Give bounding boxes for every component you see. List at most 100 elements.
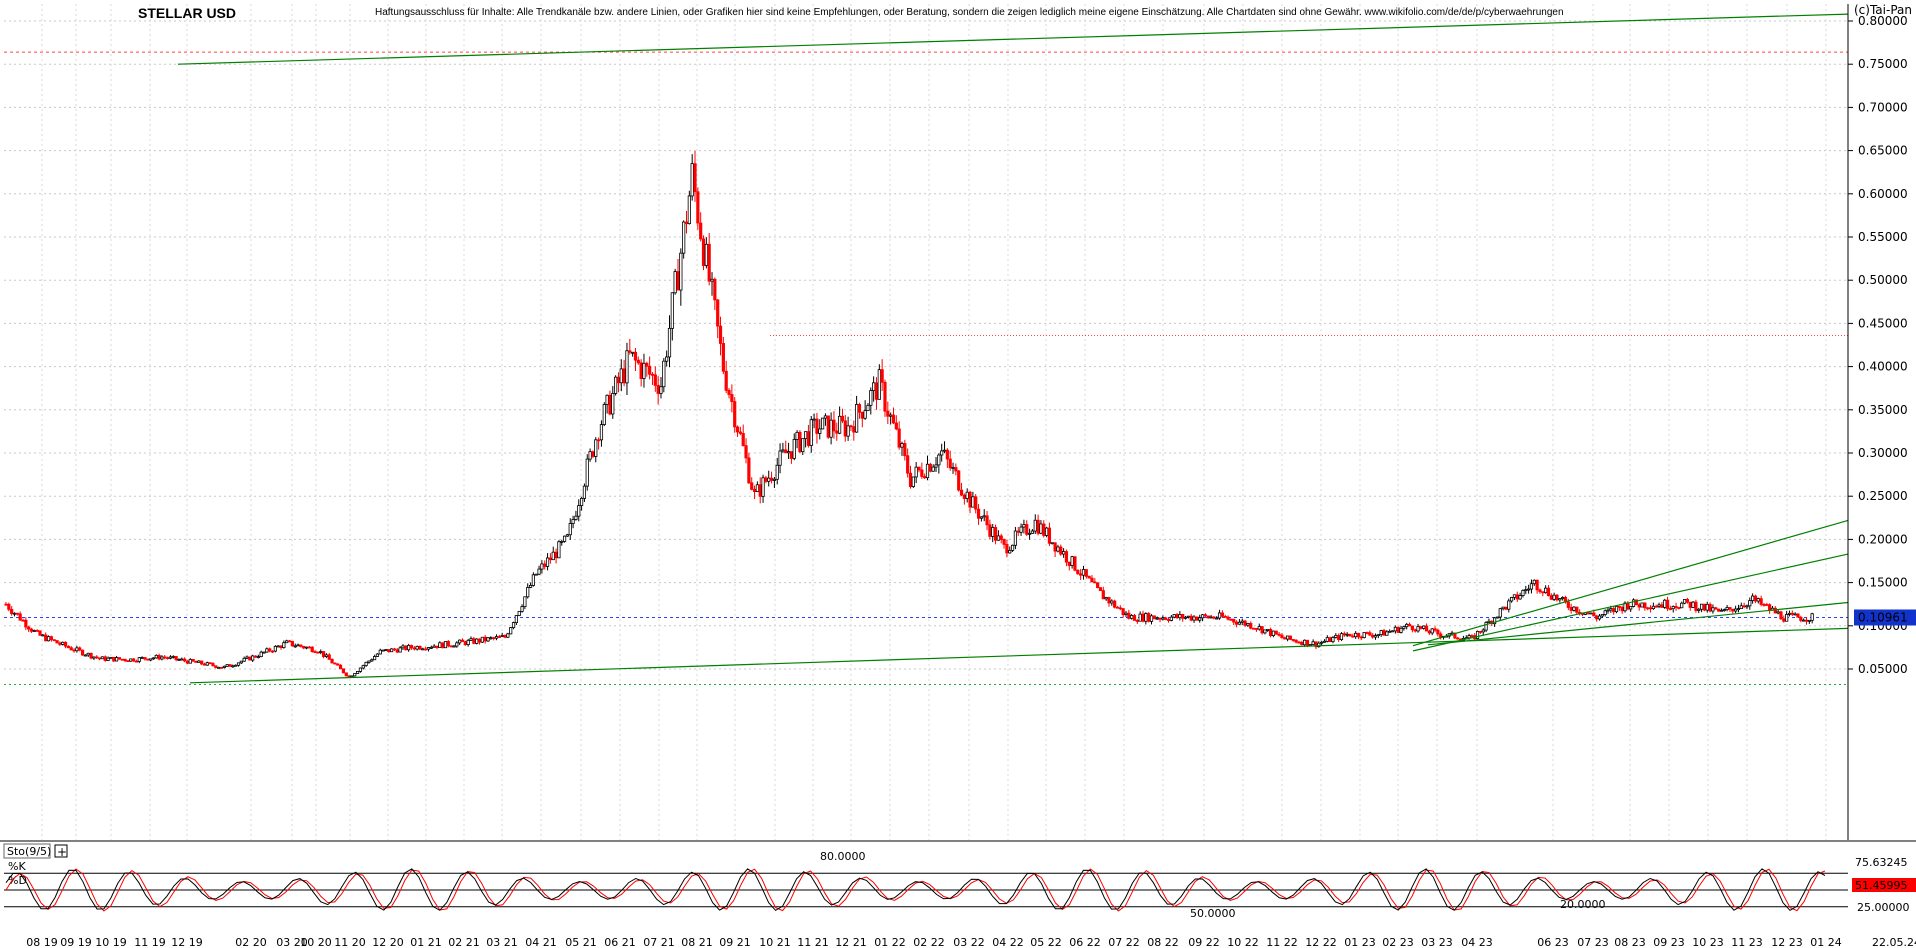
candle-body <box>996 535 1000 541</box>
candle-body <box>97 657 102 660</box>
y-tick-label: 0.35000 <box>1858 403 1908 417</box>
stoch-k-line <box>5 868 1826 912</box>
candle-body <box>1470 635 1474 637</box>
candle-body <box>1589 612 1593 615</box>
level-80-label: 80.0000 <box>820 850 866 863</box>
candle-body <box>880 369 884 383</box>
candle-body <box>775 464 779 480</box>
candle-body <box>1629 606 1633 610</box>
candle-body <box>92 656 96 659</box>
candle-body <box>1067 561 1071 566</box>
candle-body <box>1314 641 1318 648</box>
x-tick-label: 12 19 <box>171 936 203 948</box>
candle-body <box>392 648 397 651</box>
indicator-box[interactable] <box>3 843 51 859</box>
candle-body <box>772 478 776 481</box>
y-tick-label: 0.40000 <box>1858 360 1908 374</box>
candle-body <box>1198 617 1202 621</box>
candle-body <box>1059 546 1063 555</box>
candle-body <box>1736 608 1741 610</box>
candle-body <box>1527 588 1531 591</box>
candle-body <box>1166 619 1171 621</box>
candle-body <box>548 557 553 561</box>
candle-body <box>1728 607 1732 610</box>
candle-body <box>1504 606 1508 610</box>
candle-body <box>1203 614 1207 617</box>
disclaimer-text: Haftungsausschluss für Inhalte: Alle Tre… <box>375 7 1564 18</box>
candle-body <box>78 647 82 651</box>
candle-body <box>63 641 68 647</box>
candle-body <box>123 658 127 662</box>
candle-body <box>355 671 360 674</box>
candle-body <box>52 639 56 642</box>
candle-body <box>1708 603 1712 612</box>
candle-body <box>662 360 666 388</box>
candle-body <box>526 587 530 598</box>
plus-icon[interactable] <box>54 844 68 858</box>
candle-body <box>1135 620 1139 622</box>
candle-body <box>1595 615 1599 620</box>
candle-body <box>375 653 380 657</box>
candle-body <box>815 418 819 434</box>
candle-body <box>673 271 677 294</box>
candle-body <box>1742 605 1746 608</box>
candle-body <box>1634 599 1638 606</box>
candle-body <box>344 672 348 677</box>
candle-body <box>1787 612 1792 615</box>
candle-body <box>66 645 70 649</box>
candle-body <box>687 195 691 225</box>
candle-body <box>1101 590 1105 600</box>
candle-body <box>1317 642 1321 648</box>
candle-body <box>659 386 663 394</box>
candle-body <box>1756 598 1760 602</box>
candle-body <box>373 656 377 661</box>
candle-body <box>1183 616 1188 619</box>
candle-body <box>1657 604 1661 607</box>
candle-body <box>259 651 263 658</box>
x-tick-label: 07 22 <box>1108 936 1140 948</box>
candle-body <box>1240 620 1244 623</box>
candle-body <box>446 641 450 647</box>
candle-body <box>1748 600 1752 607</box>
candle-body <box>168 656 173 659</box>
candle-body <box>1399 627 1403 633</box>
trend-line <box>189 627 1849 684</box>
x-tick-label: 07 21 <box>643 936 675 948</box>
candle-body <box>441 642 445 649</box>
candle-body <box>1804 619 1809 622</box>
candle-body <box>1155 617 1159 620</box>
x-tick-label: 11 19 <box>134 936 166 948</box>
candle-body <box>1524 589 1528 592</box>
candle-body <box>1271 630 1276 636</box>
x-tick-label: 04 23 <box>1461 936 1493 948</box>
candle-body <box>619 368 623 384</box>
candle-body <box>1158 617 1162 620</box>
y-tick-label: 0.30000 <box>1858 446 1908 460</box>
candle-body <box>21 619 25 622</box>
candle-body <box>458 639 462 644</box>
grid <box>4 4 1848 840</box>
candlesticks <box>4 151 1814 678</box>
candle-body <box>540 563 544 570</box>
candle-body <box>1030 530 1035 534</box>
candle-body <box>645 362 649 367</box>
candle-body <box>509 627 513 635</box>
candle-body <box>293 645 297 648</box>
candle-body <box>1538 589 1542 593</box>
candle-body <box>1552 594 1556 600</box>
x-tick-label: 09 19 <box>60 936 92 948</box>
candle-body <box>466 639 470 646</box>
x-tick-label: 03 20 <box>276 936 308 948</box>
candle-body <box>577 505 581 517</box>
candle-body <box>1013 530 1018 546</box>
candle-body <box>1288 635 1293 640</box>
candle-body <box>940 450 944 456</box>
candle-body <box>789 451 794 459</box>
candle-body <box>1722 609 1726 612</box>
candle-body <box>1433 628 1437 631</box>
candle-body <box>534 573 538 576</box>
candle-body <box>1064 551 1069 563</box>
candle-body <box>231 665 235 668</box>
candle-body <box>1501 606 1505 610</box>
x-tick-label: 09 21 <box>719 936 751 948</box>
